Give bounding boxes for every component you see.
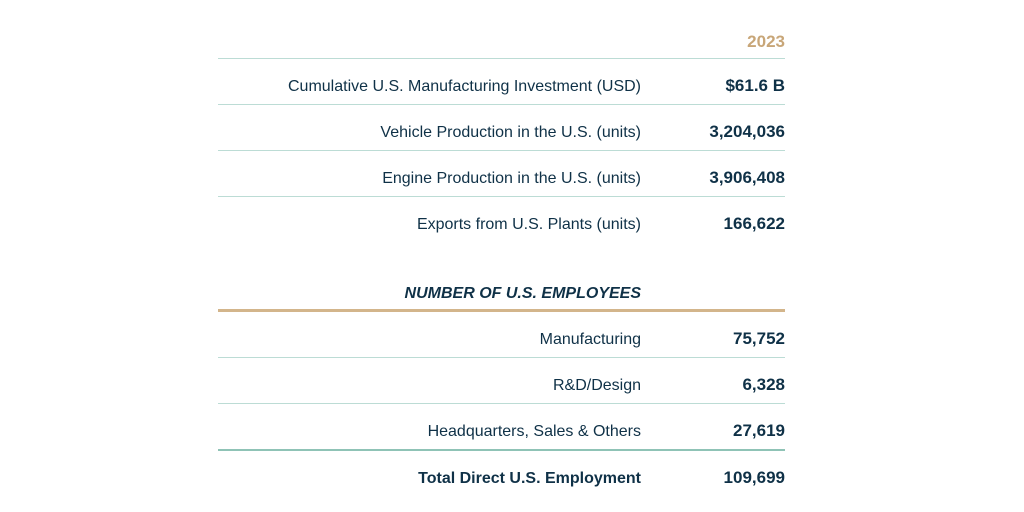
row-label: Headquarters, Sales & Others — [427, 423, 641, 440]
row-label: Exports from U.S. Plants (units) — [416, 216, 641, 233]
row-value: 3,906,408 — [709, 168, 785, 187]
stats-table: 2023 Cumulative U.S. Manufacturing Inves… — [218, 0, 785, 496]
table-row: Engine Production in the U.S. (units) 3,… — [218, 151, 785, 197]
row-label: R&D/Design — [552, 377, 641, 394]
table-row: Manufacturing 75,752 — [218, 312, 785, 358]
total-value: 109,699 — [723, 468, 785, 487]
total-row: Total Direct U.S. Employment 109,699 — [218, 451, 785, 496]
row-label: Manufacturing — [539, 331, 641, 348]
section-heading: NUMBER OF U.S. EMPLOYEES — [404, 285, 641, 302]
row-label: Vehicle Production in the U.S. (units) — [380, 124, 641, 141]
year-header: 2023 — [747, 32, 785, 51]
row-value: 75,752 — [733, 329, 785, 348]
row-value: 166,622 — [723, 214, 785, 233]
table-row: Headquarters, Sales & Others 27,619 — [218, 404, 785, 451]
table-row: Vehicle Production in the U.S. (units) 3… — [218, 105, 785, 151]
table-row: Cumulative U.S. Manufacturing Investment… — [218, 59, 785, 105]
row-label: Cumulative U.S. Manufacturing Investment… — [287, 78, 641, 95]
row-value: 6,328 — [742, 375, 785, 394]
total-label: Total Direct U.S. Employment — [418, 470, 641, 487]
row-value: 27,619 — [733, 421, 785, 440]
row-label: Engine Production in the U.S. (units) — [382, 170, 641, 187]
table-row: R&D/Design 6,328 — [218, 358, 785, 404]
row-value: $61.6 B — [725, 76, 785, 95]
row-value: 3,204,036 — [709, 122, 785, 141]
table-row: Exports from U.S. Plants (units) 166,622 — [218, 197, 785, 242]
employees-section-header: NUMBER OF U.S. EMPLOYEES — [218, 242, 785, 312]
year-header-row: 2023 — [218, 0, 785, 59]
